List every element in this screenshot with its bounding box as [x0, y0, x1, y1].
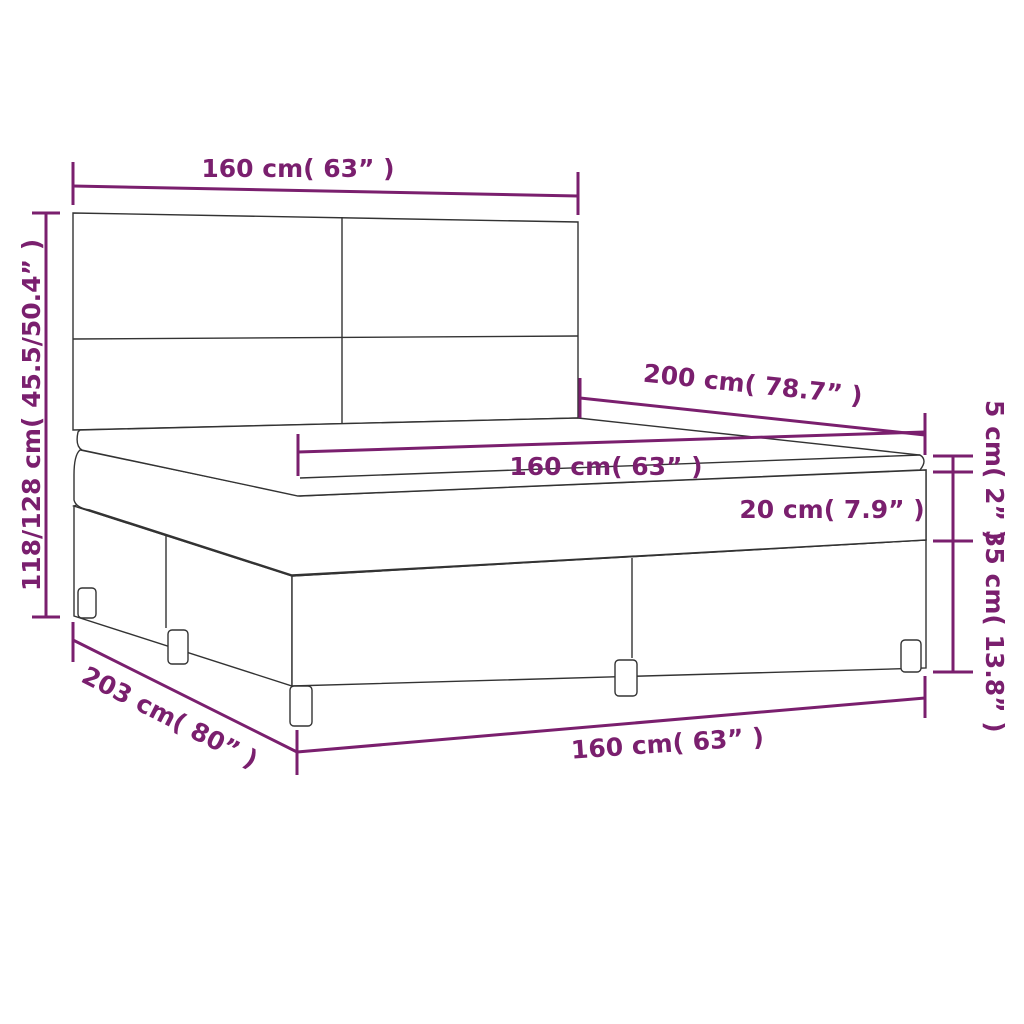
- dimension-lines: [32, 162, 973, 775]
- topper-height-label: 5 cm( 2” ): [980, 400, 1009, 541]
- base-height-label: 35 cm( 13.8” ): [980, 530, 1009, 733]
- headboard-width-label: 160 cm( 63” ): [201, 154, 394, 183]
- bed-legs: [77, 587, 922, 727]
- mattress-width-label: 160 cm( 63” ): [509, 452, 702, 481]
- total-height-label: 118/128 cm( 45.5/50.4” ): [17, 239, 46, 591]
- headboard: [72, 212, 579, 431]
- mattress-length-label: 200 cm( 78.7” ): [642, 359, 864, 411]
- mattress-height-label: 20 cm( 7.9” ): [739, 495, 924, 524]
- bed-width-label: 160 cm( 63” ): [570, 722, 765, 764]
- mattress: [73, 449, 927, 576]
- bed-length-label: 203 cm( 80” ): [77, 661, 262, 775]
